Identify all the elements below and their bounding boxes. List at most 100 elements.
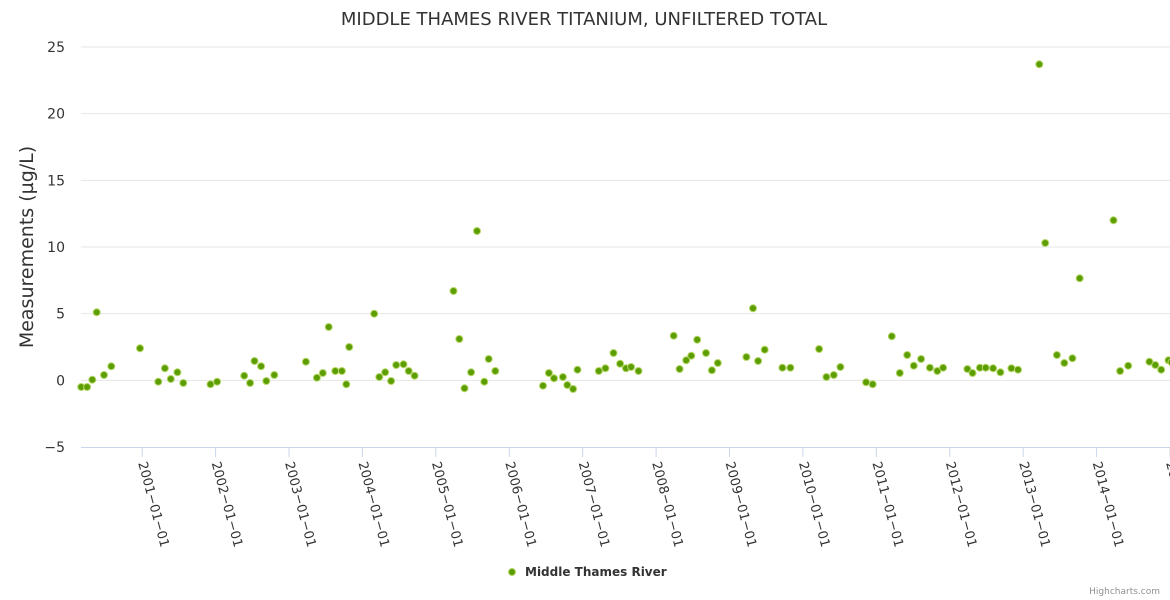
data-point[interactable] bbox=[240, 371, 249, 380]
data-point[interactable] bbox=[1116, 367, 1125, 375]
data-point[interactable] bbox=[544, 369, 553, 377]
data-point[interactable] bbox=[331, 367, 340, 375]
data-point[interactable] bbox=[387, 377, 396, 385]
data-point[interactable] bbox=[213, 377, 222, 386]
data-point[interactable] bbox=[370, 309, 379, 318]
data-point[interactable] bbox=[1124, 361, 1133, 370]
data-point[interactable] bbox=[154, 377, 163, 386]
data-point[interactable] bbox=[594, 367, 603, 375]
data-point[interactable] bbox=[246, 379, 255, 387]
data-point[interactable] bbox=[1075, 274, 1084, 283]
data-point[interactable] bbox=[491, 367, 500, 375]
data-point[interactable] bbox=[455, 335, 464, 343]
data-point[interactable] bbox=[687, 351, 696, 360]
data-point[interactable] bbox=[1014, 365, 1022, 374]
data-point[interactable] bbox=[609, 349, 618, 357]
data-point[interactable] bbox=[778, 363, 787, 372]
data-point[interactable] bbox=[324, 323, 333, 331]
data-point[interactable] bbox=[1035, 60, 1044, 69]
data-point[interactable] bbox=[917, 355, 926, 363]
data-point[interactable] bbox=[399, 360, 408, 369]
data-point[interactable] bbox=[460, 384, 469, 393]
data-point[interactable] bbox=[250, 357, 259, 365]
data-point[interactable] bbox=[1007, 364, 1016, 373]
credits-link[interactable]: Highcharts.com bbox=[1089, 587, 1160, 597]
data-point[interactable] bbox=[887, 332, 896, 341]
data-point[interactable] bbox=[862, 378, 871, 387]
data-point[interactable] bbox=[1145, 357, 1154, 366]
data-point[interactable] bbox=[713, 359, 722, 367]
data-point[interactable] bbox=[675, 365, 684, 373]
data-point[interactable] bbox=[1041, 239, 1050, 247]
data-point[interactable] bbox=[136, 344, 144, 353]
data-point[interactable] bbox=[100, 371, 108, 379]
data-point[interactable] bbox=[573, 365, 582, 374]
data-point[interactable] bbox=[895, 369, 904, 377]
data-point[interactable] bbox=[569, 385, 578, 393]
data-point[interactable] bbox=[88, 375, 97, 384]
data-point[interactable] bbox=[381, 368, 390, 377]
data-point[interactable] bbox=[312, 373, 321, 382]
legend-marker-icon[interactable] bbox=[508, 568, 516, 576]
data-point[interactable] bbox=[702, 349, 710, 357]
data-point[interactable] bbox=[836, 363, 845, 371]
data-point[interactable] bbox=[968, 369, 977, 377]
data-point[interactable] bbox=[822, 373, 831, 381]
data-point[interactable] bbox=[342, 380, 351, 389]
data-point[interactable] bbox=[375, 373, 384, 381]
data-point[interactable] bbox=[909, 361, 918, 370]
data-point[interactable] bbox=[1052, 351, 1061, 359]
data-point[interactable] bbox=[550, 374, 558, 383]
data-point[interactable] bbox=[160, 364, 169, 373]
data-point[interactable] bbox=[1060, 359, 1069, 367]
data-point[interactable] bbox=[754, 357, 763, 365]
data-point[interactable] bbox=[179, 379, 188, 387]
data-point[interactable] bbox=[963, 365, 972, 373]
data-point[interactable] bbox=[467, 368, 476, 377]
data-point[interactable] bbox=[345, 343, 354, 351]
data-point[interactable] bbox=[206, 380, 215, 389]
data-point[interactable] bbox=[318, 369, 327, 377]
data-point[interactable] bbox=[939, 363, 948, 372]
data-point[interactable] bbox=[693, 335, 702, 344]
data-point[interactable] bbox=[404, 367, 413, 375]
data-point[interactable] bbox=[107, 362, 116, 371]
data-point[interactable] bbox=[669, 331, 678, 340]
data-point[interactable] bbox=[786, 363, 795, 372]
data-point[interactable] bbox=[558, 373, 567, 381]
data-point[interactable] bbox=[981, 363, 990, 372]
data-point[interactable] bbox=[682, 356, 691, 365]
data-point[interactable] bbox=[484, 355, 493, 363]
data-point[interactable] bbox=[337, 367, 346, 375]
data-point[interactable] bbox=[539, 381, 547, 390]
data-point[interactable] bbox=[760, 345, 769, 354]
data-point[interactable] bbox=[449, 287, 458, 295]
data-point[interactable] bbox=[410, 371, 419, 380]
data-point[interactable] bbox=[1157, 365, 1166, 374]
data-point[interactable] bbox=[996, 368, 1005, 377]
data-point[interactable] bbox=[829, 371, 838, 379]
data-point[interactable] bbox=[815, 345, 824, 353]
data-point[interactable] bbox=[473, 227, 481, 235]
data-point[interactable] bbox=[257, 362, 266, 371]
data-point[interactable] bbox=[627, 363, 636, 371]
data-point[interactable] bbox=[933, 367, 942, 375]
data-point[interactable] bbox=[173, 368, 182, 377]
data-point[interactable] bbox=[742, 353, 751, 361]
data-point[interactable] bbox=[270, 371, 279, 379]
data-point[interactable] bbox=[301, 357, 310, 366]
data-point[interactable] bbox=[616, 359, 625, 368]
data-point[interactable] bbox=[392, 361, 401, 369]
data-point[interactable] bbox=[1151, 361, 1160, 369]
data-point[interactable] bbox=[262, 377, 271, 385]
data-point[interactable] bbox=[480, 377, 489, 386]
data-point[interactable] bbox=[92, 308, 101, 317]
data-point[interactable] bbox=[1068, 354, 1077, 363]
data-point[interactable] bbox=[707, 366, 716, 375]
legend-item-middle-thames-river[interactable]: Middle Thames River bbox=[525, 565, 667, 579]
data-point[interactable] bbox=[903, 351, 912, 359]
data-point[interactable] bbox=[925, 363, 934, 372]
data-point[interactable] bbox=[868, 380, 877, 389]
data-point[interactable] bbox=[1109, 216, 1118, 225]
data-point[interactable] bbox=[83, 383, 92, 391]
